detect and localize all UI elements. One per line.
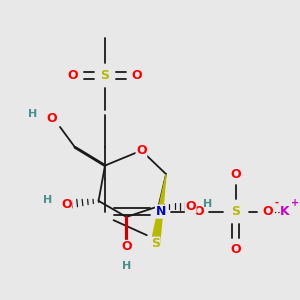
Text: O: O bbox=[121, 241, 132, 254]
Text: -: - bbox=[274, 198, 278, 208]
Text: O: O bbox=[262, 205, 273, 218]
Text: S: S bbox=[151, 237, 160, 250]
Text: O: O bbox=[230, 168, 241, 181]
Text: O: O bbox=[132, 69, 142, 82]
Text: S: S bbox=[100, 69, 109, 82]
Text: H: H bbox=[43, 195, 52, 205]
Text: O: O bbox=[136, 144, 147, 157]
Text: O: O bbox=[193, 205, 203, 218]
Text: O: O bbox=[230, 243, 241, 256]
Text: H: H bbox=[122, 261, 131, 271]
Text: O: O bbox=[185, 200, 196, 213]
Text: N: N bbox=[155, 205, 166, 218]
Text: O: O bbox=[68, 69, 78, 82]
Text: +: + bbox=[291, 198, 299, 208]
Text: H: H bbox=[28, 109, 37, 119]
Text: O: O bbox=[61, 198, 72, 211]
Text: S: S bbox=[231, 205, 240, 218]
Polygon shape bbox=[151, 174, 166, 244]
Text: O: O bbox=[46, 112, 57, 125]
Text: H: H bbox=[203, 199, 212, 209]
Text: K: K bbox=[280, 205, 290, 218]
